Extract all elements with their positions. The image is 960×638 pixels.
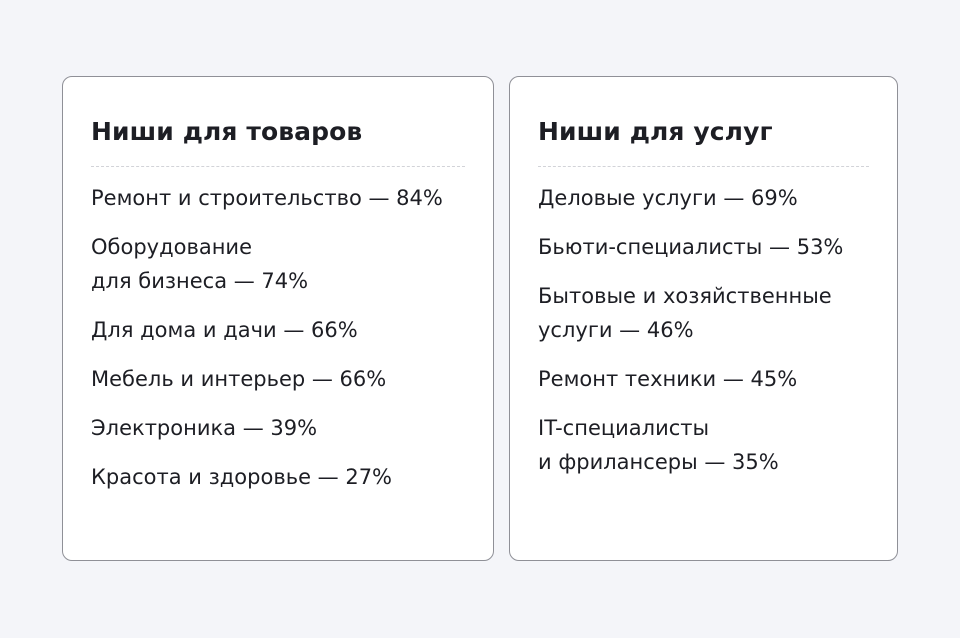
services-niches-list: Деловые услуги — 69% Бьюти-специалисты — …: [538, 181, 869, 479]
niche-item: Ремонт техники — 45%: [538, 362, 869, 396]
services-niches-title: Ниши для услуг: [538, 117, 773, 146]
niche-item-line: IT-специалисты: [538, 416, 710, 440]
niche-item: Для дома и дачи — 66%: [91, 313, 465, 347]
niche-item: Красота и здоровье — 27%: [91, 460, 465, 494]
niche-item-line: Бытовые и хозяйственные: [538, 284, 832, 308]
niche-item: Оборудование для бизнеса — 74%: [91, 230, 465, 298]
niche-item-line: Бьюти-специалисты — 53%: [538, 235, 844, 259]
niche-item-line: Для дома и дачи — 66%: [91, 318, 358, 342]
services-title-divider: [538, 166, 869, 167]
products-niches-card: Ниши для товаров Ремонт и строительство …: [62, 76, 494, 561]
niche-item-line: Ремонт и строительство — 84%: [91, 186, 443, 210]
niche-item: IT-специалисты и фрилансеры — 35%: [538, 411, 869, 479]
niche-item: Электроника — 39%: [91, 411, 465, 445]
niche-item-line: для бизнеса — 74%: [91, 269, 309, 293]
niche-item: Ремонт и строительство — 84%: [91, 181, 465, 215]
niche-item-line: и фрилансеры — 35%: [538, 450, 779, 474]
niche-item: Бытовые и хозяйственные услуги — 46%: [538, 279, 869, 347]
niche-item-line: услуги — 46%: [538, 318, 694, 342]
niche-item-line: Деловые услуги — 69%: [538, 186, 798, 210]
niche-item-line: Электроника — 39%: [91, 416, 318, 440]
niche-item-line: Ремонт техники — 45%: [538, 367, 798, 391]
products-niches-title: Ниши для товаров: [91, 117, 363, 146]
niche-item: Деловые услуги — 69%: [538, 181, 869, 215]
services-niches-card: Ниши для услуг Деловые услуги — 69% Бьюти…: [509, 76, 898, 561]
niche-item-line: Оборудование: [91, 235, 252, 259]
products-title-divider: [91, 166, 465, 167]
niche-item: Бьюти-специалисты — 53%: [538, 230, 869, 264]
products-niches-list: Ремонт и строительство — 84% Оборудование…: [91, 181, 465, 494]
niche-item-line: Красота и здоровье — 27%: [91, 465, 393, 489]
niche-item: Мебель и интерьер — 66%: [91, 362, 465, 396]
niche-item-line: Мебель и интерьер — 66%: [91, 367, 387, 391]
